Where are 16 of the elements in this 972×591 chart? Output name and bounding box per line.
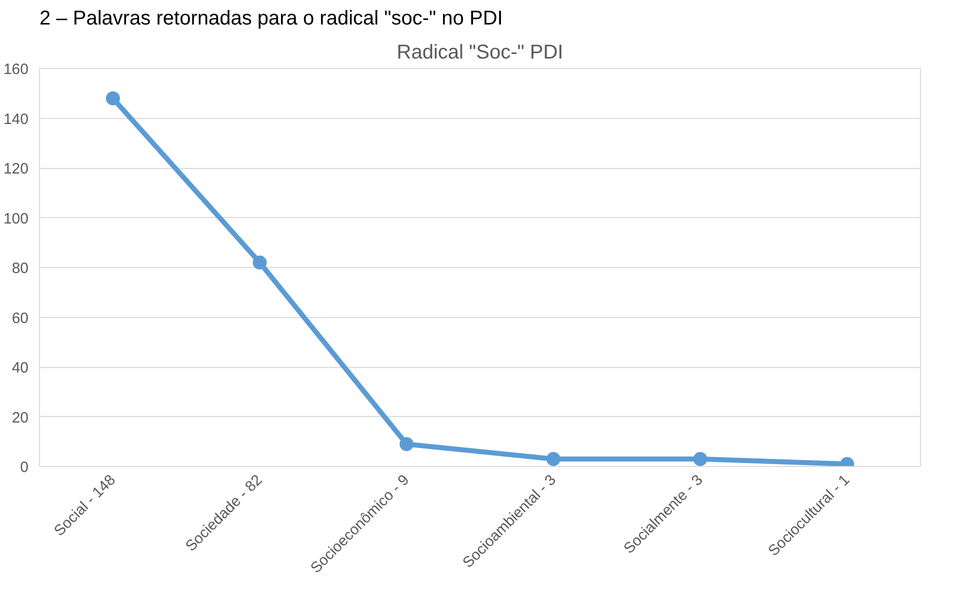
point bbox=[252, 256, 267, 270]
y-tick-label: 40 bbox=[12, 360, 29, 376]
text: 2 – Palavras retornadas para o radical "soc-" no PDI bbox=[40, 8, 503, 30]
point bbox=[693, 452, 708, 466]
y-tick-label: 20 bbox=[12, 409, 29, 426]
y-tick-label: 120 bbox=[3, 160, 29, 178]
y-tick-label: 60 bbox=[12, 310, 29, 327]
y-tick-label: 100 bbox=[3, 210, 29, 228]
chart-title: Radical "Soc-" PDI bbox=[396, 42, 564, 64]
y-tick-label: 160 bbox=[3, 61, 29, 78]
point bbox=[546, 452, 560, 466]
point bbox=[400, 437, 414, 452]
y-tick-label: 140 bbox=[3, 110, 29, 128]
y-tick-label: 0 bbox=[20, 459, 28, 476]
point bbox=[106, 91, 120, 106]
y-tick-label: 80 bbox=[12, 260, 29, 277]
